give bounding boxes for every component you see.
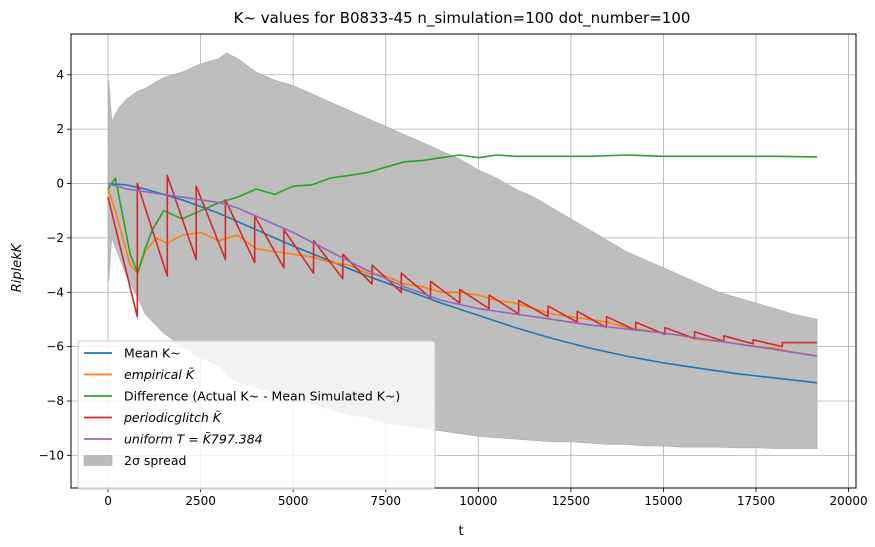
legend-label: periodicglitch K̃ [123, 410, 223, 425]
legend-label: uniform T = K̃797.384 [124, 432, 263, 447]
y-tick-label: 4 [56, 68, 64, 82]
y-tick-label: −4 [46, 285, 64, 299]
x-tick-label: 5000 [278, 494, 309, 508]
x-tick-label: 17500 [737, 494, 775, 508]
legend-label: 2σ spread [124, 453, 186, 468]
legend-box [77, 340, 436, 490]
y-tick-label: −2 [46, 231, 64, 245]
x-tick-label: 10000 [459, 494, 497, 508]
y-tick-label: −10 [39, 448, 64, 462]
x-axis-label: t [458, 524, 463, 539]
series-line-0 [107, 182, 818, 384]
y-tick-label: 2 [56, 122, 64, 136]
x-tick-label: 0 [104, 494, 112, 508]
y-tick-label: −6 [46, 340, 64, 354]
legend-label: empirical K̃ [124, 367, 196, 382]
legend-label: Mean K~ [124, 346, 181, 361]
chart-title: K~ values for B0833-45 n_simulation=100 … [234, 9, 691, 28]
legend: Mean K~ empirical K̃ Difference (Actual K~… [77, 340, 436, 490]
series-line-4 [107, 182, 818, 357]
legend-swatch [83, 455, 113, 466]
x-tick-label: 7500 [370, 494, 401, 508]
series-line-2 [107, 154, 818, 274]
axes-frame [70, 33, 857, 489]
x-tick-label: 2500 [185, 494, 216, 508]
y-tick-label: 0 [56, 177, 64, 191]
x-tick-label: 15000 [644, 494, 682, 508]
x-tick-label: 12500 [552, 494, 590, 508]
legend-label: Difference (Actual K~ - Mean Simulated K… [124, 389, 400, 404]
y-tick-label: −8 [46, 394, 64, 408]
x-tick-label: 20000 [830, 494, 868, 508]
y-axis-label: RiplekK [10, 242, 25, 292]
